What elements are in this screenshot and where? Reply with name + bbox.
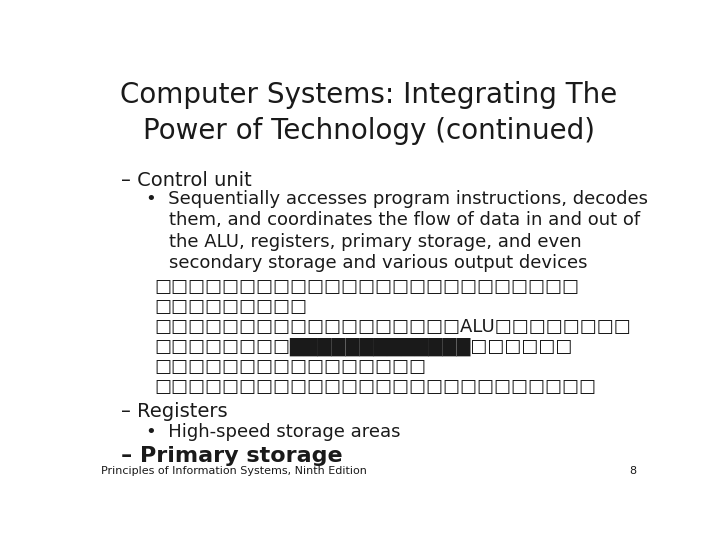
Text: •  Sequentially accesses program instructions, decodes: • Sequentially accesses program instruct…	[145, 190, 648, 207]
Text: Principles of Information Systems, Ninth Edition: Principles of Information Systems, Ninth…	[101, 465, 367, 476]
Text: them, and coordinates the flow of data in and out of: them, and coordinates the flow of data i…	[145, 211, 640, 229]
Text: □□□□□□□□□: □□□□□□□□□	[154, 298, 307, 316]
Text: – Control unit: – Control unit	[121, 171, 251, 190]
Text: □□□□□□□□□□□□□□□□□□□□□□□□□: □□□□□□□□□□□□□□□□□□□□□□□□□	[154, 278, 579, 296]
Text: secondary storage and various output devices: secondary storage and various output dev…	[145, 254, 588, 272]
Text: •  High-speed storage areas: • High-speed storage areas	[145, 423, 400, 441]
Text: – Primary storage: – Primary storage	[121, 446, 342, 465]
Text: – Registers: – Registers	[121, 402, 228, 421]
Text: □□□□□□□□█████████████□□□□□□: □□□□□□□□█████████████□□□□□□	[154, 338, 572, 356]
Text: □□□□□□□□□□□□□□□□□□ALU□□□□□□□□: □□□□□□□□□□□□□□□□□□ALU□□□□□□□□	[154, 318, 631, 336]
Text: the ALU, registers, primary storage, and even: the ALU, registers, primary storage, and…	[145, 233, 582, 251]
Text: □□□□□□□□□□□□□□□□: □□□□□□□□□□□□□□□□	[154, 358, 426, 376]
Text: 8: 8	[630, 465, 637, 476]
Text: □□□□□□□□□□□□□□□□□□□□□□□□□□: □□□□□□□□□□□□□□□□□□□□□□□□□□	[154, 378, 596, 396]
Text: Computer Systems: Integrating The
Power of Technology (continued): Computer Systems: Integrating The Power …	[120, 82, 618, 145]
